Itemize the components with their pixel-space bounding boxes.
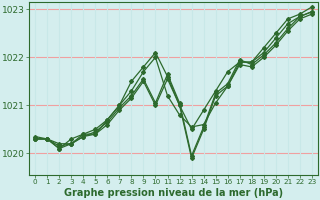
X-axis label: Graphe pression niveau de la mer (hPa): Graphe pression niveau de la mer (hPa) <box>64 188 283 198</box>
